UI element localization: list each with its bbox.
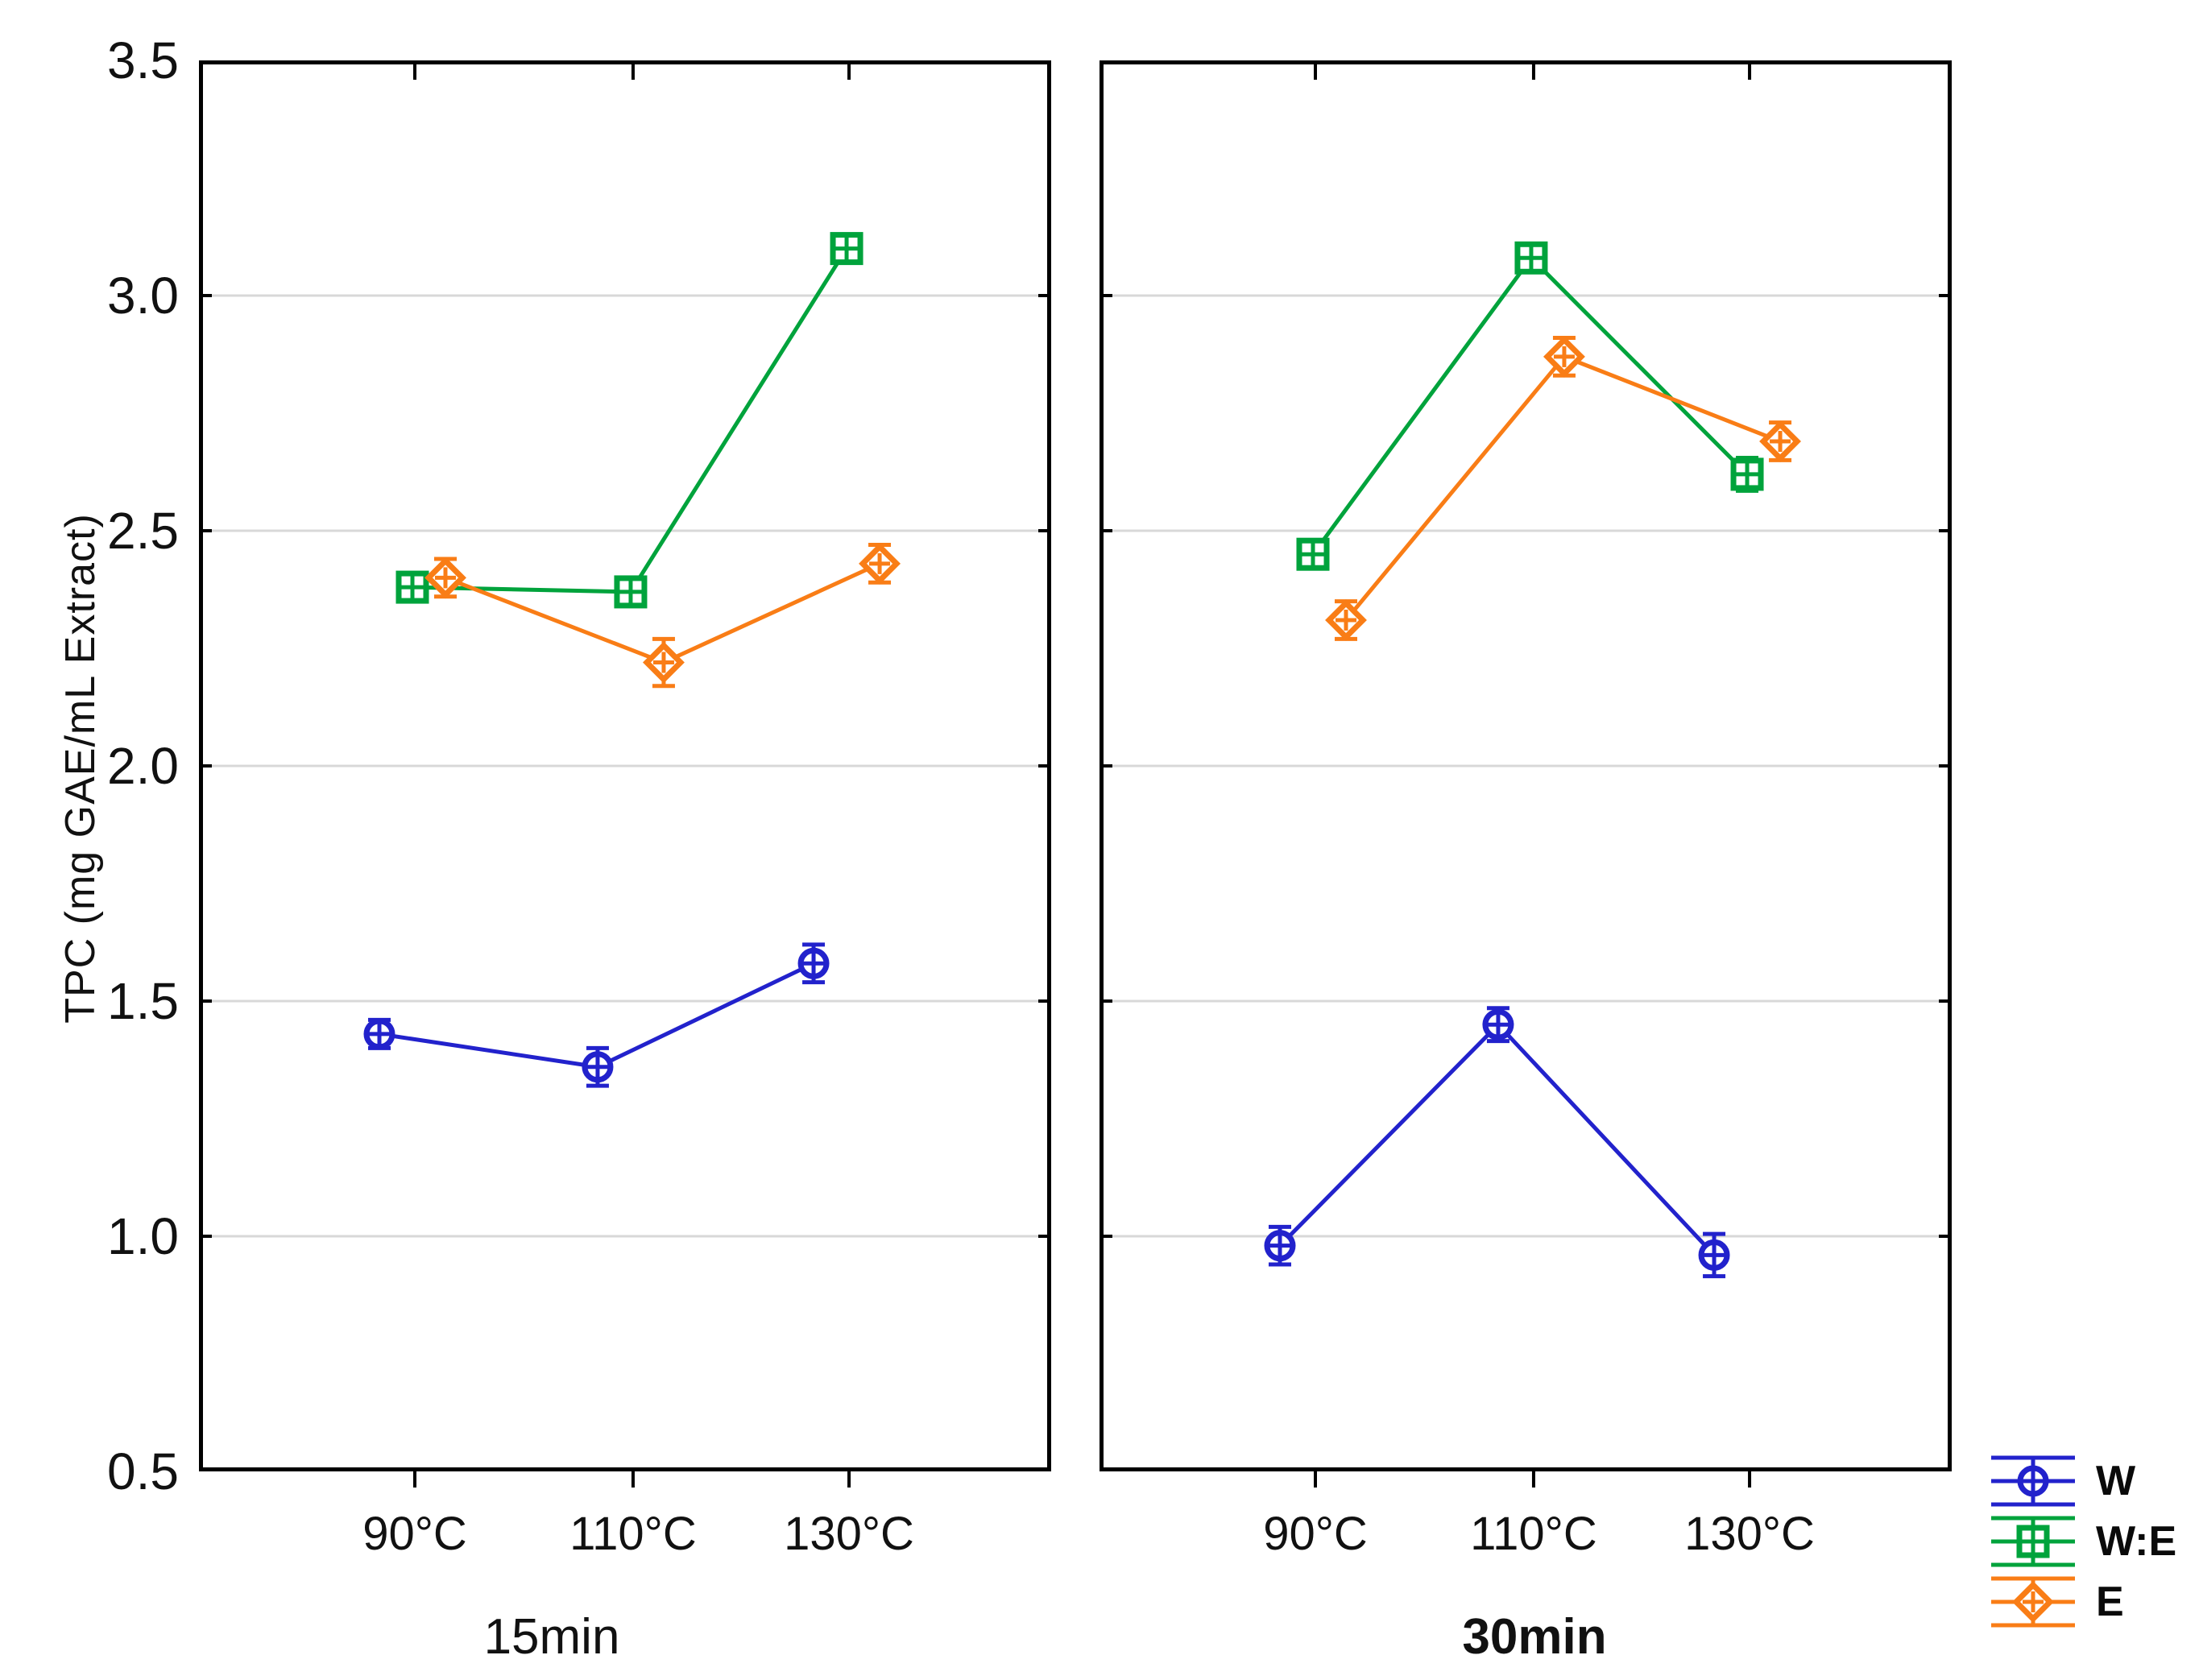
series-E-marker <box>1759 420 1801 462</box>
series-E-line <box>1344 354 1781 622</box>
panel-label-15min: 15min <box>483 1609 620 1665</box>
panel-15min-svg <box>199 60 1051 1488</box>
series-W:E-line <box>1311 254 1749 556</box>
panel-30min-plot-area <box>1100 60 1952 1488</box>
x-tick-label: 130°C <box>1684 1508 1815 1560</box>
x-tick-label: 90°C <box>1263 1508 1368 1560</box>
x-tick-label: 90°C <box>362 1508 467 1560</box>
series-W-marker <box>1698 1239 1730 1271</box>
circle-legend-symbol <box>1991 1455 2075 1507</box>
legend-item-E: E <box>1991 1575 2176 1628</box>
series-E-marker <box>1543 335 1585 378</box>
legend-item-W: W <box>1991 1454 2176 1508</box>
y-tick-label: 1.5 <box>107 972 179 1030</box>
series-W:E-marker <box>1296 537 1330 571</box>
panel-15min-plot-area <box>199 60 1051 1488</box>
circle-legend-marker <box>2017 1465 2049 1497</box>
diamond-legend-symbol <box>1991 1576 2075 1628</box>
series-E-marker <box>859 542 901 585</box>
y-tick-label: 2.5 <box>107 502 179 560</box>
series-W:E-marker <box>395 570 429 604</box>
legend-item-W:E: W:E <box>1991 1515 2176 1568</box>
series-W:E-marker <box>1514 241 1548 275</box>
x-tick-label: 130°C <box>784 1508 914 1560</box>
x-tick-label: 110°C <box>1470 1508 1597 1560</box>
series-E-marker <box>642 641 685 684</box>
diamond-legend-marker <box>2012 1581 2054 1623</box>
y-tick-label: 2.0 <box>107 737 179 795</box>
series-W-marker <box>797 947 830 979</box>
legend-label: W:E <box>2096 1518 2177 1565</box>
panel-30min-svg <box>1100 60 1952 1488</box>
panel-frame <box>1100 60 1952 1471</box>
panel-label-30min: 30min <box>1462 1609 1607 1665</box>
y-tick-label: 3.0 <box>107 267 179 325</box>
y-tick-label: 0.5 <box>107 1442 179 1500</box>
square-legend-marker <box>2016 1525 2050 1558</box>
series-W:E-marker <box>1730 457 1764 491</box>
series-W-marker <box>582 1051 614 1083</box>
y-tick-label: 1.0 <box>107 1207 179 1265</box>
series-W:E-line <box>412 247 849 594</box>
legend-label: W <box>2096 1458 2136 1504</box>
series-W-marker <box>1264 1230 1296 1262</box>
series-W-line <box>1278 1021 1716 1257</box>
series-W:E-marker <box>830 232 863 266</box>
legend-label: E <box>2096 1579 2124 1625</box>
panel-frame <box>199 60 1051 1471</box>
series-E-marker <box>1325 599 1367 641</box>
series-W-marker <box>363 1018 395 1050</box>
series-W:E-marker <box>614 575 648 609</box>
series-E-marker <box>424 557 466 599</box>
legend: W W:E E <box>1991 1454 2176 1628</box>
series-W-marker <box>1482 1008 1514 1041</box>
x-tick-label: 110°C <box>569 1508 697 1560</box>
y-tick-label: 3.5 <box>107 31 179 89</box>
square-legend-symbol <box>1991 1516 2075 1567</box>
